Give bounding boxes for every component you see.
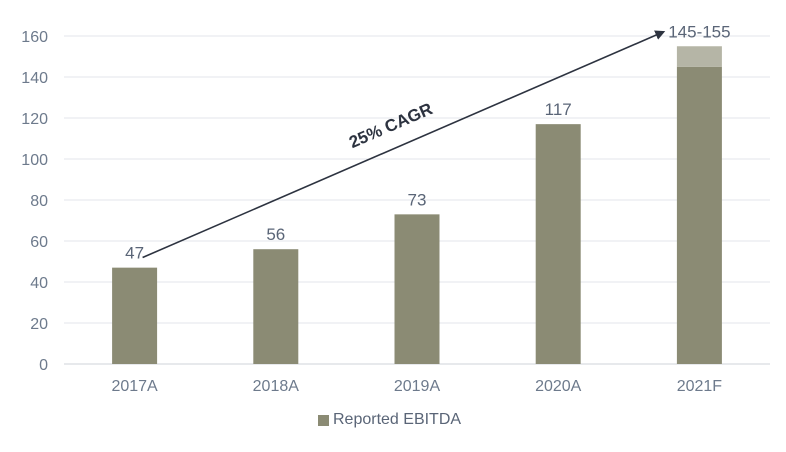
- x-tick-label: 2019A: [394, 378, 441, 395]
- bar-range-extension-2021F: [676, 46, 722, 67]
- x-tick-label: 2021F: [677, 378, 723, 395]
- bars: [112, 46, 722, 365]
- x-axis: 2017A 2018A 2019A 2020A 2021F: [111, 378, 722, 395]
- y-tick-label: 100: [21, 152, 48, 169]
- y-axis: 0 20 40 60 80 100 120 140 160: [21, 29, 48, 374]
- y-tick-label: 60: [30, 234, 48, 251]
- legend: Reported EBITDA: [318, 411, 461, 429]
- y-tick-label: 120: [21, 111, 48, 128]
- legend-label: Reported EBITDA: [333, 411, 462, 428]
- data-label-2020A: 117: [545, 100, 572, 119]
- legend-swatch: [318, 414, 329, 426]
- data-label-2019A: 73: [408, 190, 427, 209]
- bar-2017A: [112, 267, 158, 364]
- y-tick-label: 20: [30, 316, 48, 333]
- y-tick-label: 140: [21, 70, 48, 87]
- bar-2019A: [394, 214, 440, 364]
- x-tick-label: 2020A: [535, 378, 582, 395]
- x-tick-label: 2018A: [253, 378, 300, 395]
- data-labels: 47 56 73 117 145-155: [125, 22, 730, 262]
- bar-2020A: [535, 124, 581, 365]
- bar-2021F: [676, 66, 722, 364]
- y-tick-label: 40: [30, 275, 48, 292]
- data-label-2018A: 56: [266, 225, 285, 244]
- bar-2018A: [253, 249, 299, 364]
- y-tick-label: 0: [39, 357, 48, 374]
- y-tick-label: 80: [30, 193, 48, 210]
- data-label-2017A: 47: [125, 244, 144, 263]
- data-label-2021F: 145-155: [668, 22, 730, 41]
- x-tick-label: 2017A: [111, 378, 158, 395]
- cagr-label: 25% CAGR: [346, 99, 435, 152]
- cagr-arrow: [142, 30, 666, 259]
- y-tick-label: 160: [21, 29, 48, 46]
